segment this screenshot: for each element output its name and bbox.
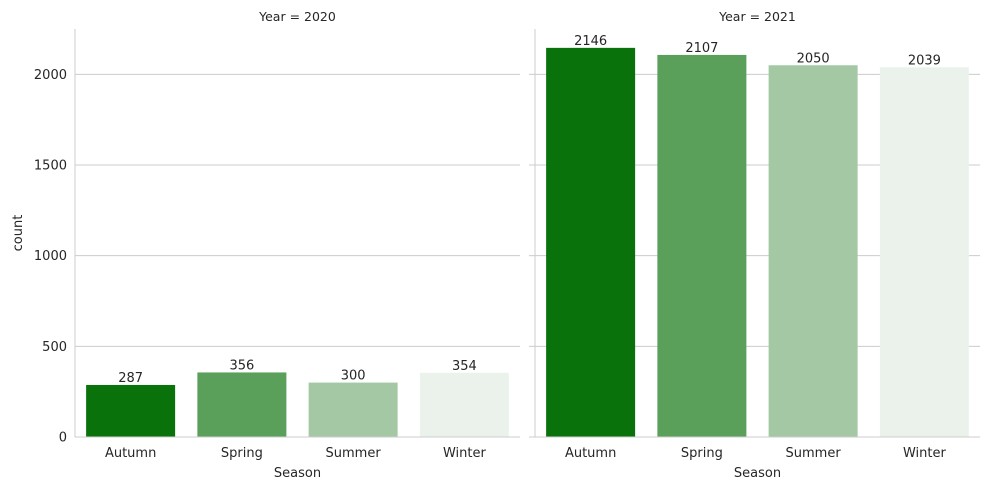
facet-title: Year = 2020 (258, 9, 336, 24)
data-label: 2039 (908, 53, 941, 68)
axes (74, 29, 520, 438)
bar-autumn (546, 47, 636, 437)
panel-year-2020: 287 356 300 354 Autumn Spring Summer Winter 0 5… (11, 9, 520, 481)
bars (546, 47, 969, 438)
data-label: 2107 (685, 41, 718, 56)
bar-spring (197, 372, 287, 437)
bar-summer (308, 382, 398, 437)
data-label: 2146 (574, 34, 607, 49)
x-tick-label: Spring (221, 446, 263, 461)
data-label: 300 (341, 369, 366, 384)
y-tick-label: 2000 (34, 68, 67, 83)
bar-winter (419, 372, 509, 437)
x-tick-label: Winter (903, 446, 947, 461)
x-tick-labels: Autumn Spring Summer Winter (105, 446, 487, 461)
x-tick-label: Summer (786, 446, 842, 461)
x-axis-label: Season (734, 466, 781, 481)
data-labels: 287 356 300 354 (118, 358, 477, 386)
axes (534, 29, 980, 438)
bar-summer (768, 65, 858, 438)
bar-winter (879, 67, 969, 438)
y-tick-label: 0 (59, 431, 67, 446)
bar-spring (657, 54, 747, 438)
data-label: 356 (229, 358, 254, 373)
x-tick-label: Autumn (565, 446, 616, 461)
data-label: 287 (118, 371, 143, 386)
y-axis-label: count (11, 215, 26, 252)
x-tick-label: Autumn (105, 446, 156, 461)
facet-title: Year = 2021 (718, 9, 796, 24)
bars (86, 372, 509, 437)
y-tick-label: 500 (42, 340, 67, 355)
x-axis-label: Season (274, 466, 321, 481)
data-label: 2050 (797, 51, 830, 66)
x-tick-label: Spring (681, 446, 723, 461)
y-tick-label: 1000 (34, 249, 67, 264)
x-tick-labels: Autumn Spring Summer Winter (565, 446, 947, 461)
y-tick-label: 1500 (34, 159, 67, 174)
x-tick-label: Summer (326, 446, 382, 461)
data-label: 354 (452, 359, 477, 374)
x-tick-label: Winter (443, 446, 487, 461)
data-labels: 2146 2107 2050 2039 (574, 34, 941, 68)
panel-year-2021: 2146 2107 2050 2039 Autumn Spring Summer Winte… (529, 9, 980, 481)
y-tick-labels: 0 500 1000 1500 2000 (34, 68, 67, 446)
bar-autumn (86, 384, 176, 437)
